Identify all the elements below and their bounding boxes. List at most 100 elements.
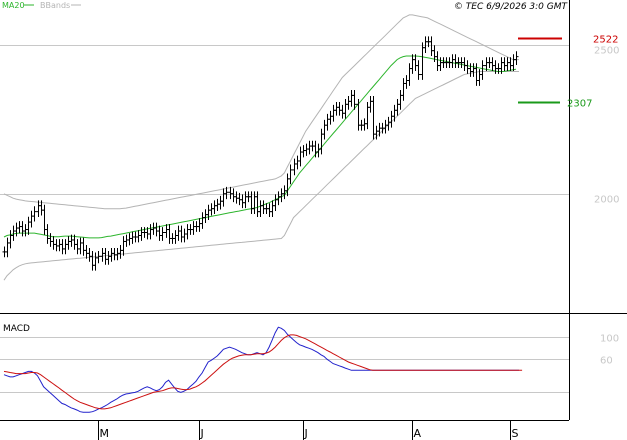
ohlc-bar — [191, 221, 196, 235]
ohlc-bar — [343, 98, 348, 119]
ohlc-bar — [66, 236, 71, 250]
ohlc-bar — [100, 248, 105, 262]
ohlc-bar — [218, 195, 223, 210]
ohlc-bar — [279, 188, 284, 203]
ohlc-bar — [60, 239, 65, 255]
ohlc-bar — [96, 250, 101, 264]
price-y-axis: 2000 2500 — [594, 46, 619, 206]
ohlc-bar — [106, 250, 111, 265]
ohlc-bar — [151, 222, 156, 235]
ohlc-bar — [450, 54, 455, 68]
ohlc-bar — [182, 228, 187, 243]
ohlc-bar — [29, 210, 34, 228]
ohlc-bar — [514, 51, 519, 65]
ohlc-bar — [42, 204, 47, 235]
bb-upper-path — [3, 14, 519, 210]
ohlc-bar — [173, 230, 178, 244]
ohlc-bar — [32, 206, 37, 222]
bollinger-lower-line — [3, 71, 519, 281]
x-tick-label: S — [512, 427, 519, 440]
ohlc-bar — [78, 237, 83, 255]
ohlc-bar — [429, 36, 434, 57]
ohlc-bar — [352, 90, 357, 110]
ohlc-bar — [316, 143, 321, 158]
ohlc-bar — [93, 252, 98, 271]
signal-path — [3, 334, 523, 410]
ohlc-bar — [362, 118, 367, 131]
ohlc-bar — [371, 95, 376, 140]
copyright-label: © TEC 6/9/2026 3:0 GMT — [454, 2, 569, 12]
ohlc-bar — [389, 110, 394, 128]
ohlc-bar — [435, 51, 440, 71]
ohlc-bar — [407, 63, 412, 86]
macd-title: MACD — [3, 324, 30, 334]
ohlc-bar — [179, 225, 184, 243]
x-tick-label: M — [100, 427, 110, 440]
ohlc-bar — [164, 224, 169, 238]
ohlc-bar — [413, 54, 418, 71]
ohlc-bar — [63, 239, 68, 255]
ohlc-bar — [23, 224, 28, 237]
ohlc-bar — [313, 140, 318, 158]
ohlc-bar — [438, 57, 443, 71]
legend-bbands: BBands — [40, 1, 70, 10]
ohlc-bar — [465, 60, 470, 74]
ohlc-bar — [8, 230, 13, 249]
ohlc-bar — [325, 113, 330, 131]
ohlc-bar — [87, 248, 92, 262]
macd-path — [3, 326, 519, 413]
ohlc-bar — [221, 188, 226, 207]
ohlc-bar — [240, 194, 245, 209]
ohlc-bar — [340, 104, 345, 119]
ohlc-bar — [176, 225, 181, 241]
ohlc-bar — [81, 237, 86, 256]
ohlc-bar — [319, 128, 324, 155]
ohlc-bar — [200, 212, 205, 229]
ohlc-bar — [502, 57, 507, 71]
ohlc-bar — [404, 75, 409, 89]
y-tick-label: 2500 — [594, 46, 619, 57]
ohlc-bar — [255, 191, 260, 218]
ohlc-bar — [288, 164, 293, 185]
ohlc-bar — [258, 200, 263, 218]
ohlc-bar — [423, 36, 428, 54]
ohlc-bar — [5, 237, 10, 258]
ohlc-bars — [2, 36, 519, 271]
ohlc-bar — [292, 158, 297, 176]
ohlc-bar — [328, 110, 333, 125]
level-lines: 2522 2307 — [518, 35, 618, 110]
ohlc-bar — [453, 54, 458, 68]
ohlc-bar — [416, 60, 421, 80]
x-tick-label: J — [200, 427, 204, 440]
ohlc-bar — [118, 245, 123, 259]
ohlc-bar — [90, 250, 95, 271]
ohlc-bar — [130, 231, 135, 244]
ohlc-bar — [203, 209, 208, 223]
ohlc-bar — [54, 239, 59, 252]
ohlc-bar — [231, 188, 236, 203]
ohlc-bar — [17, 221, 22, 234]
ohlc-bar — [401, 78, 406, 101]
y-tick-label: 2000 — [594, 195, 619, 206]
ohlc-bar — [148, 224, 153, 240]
ohlc-bar — [209, 203, 214, 216]
ohlc-bar — [395, 98, 400, 116]
ohlc-bar — [103, 248, 108, 265]
legend-ma20: MA20 — [2, 1, 25, 10]
macd-lines — [3, 326, 523, 413]
ohlc-bar — [365, 101, 370, 130]
macd-y-axis: 60 100 — [600, 334, 619, 367]
ohlc-bar — [51, 236, 56, 250]
ohlc-bar — [185, 224, 190, 240]
ohlc-bar — [75, 239, 80, 255]
ohlc-bar — [334, 101, 339, 116]
ohlc-bar — [471, 63, 476, 77]
ohlc-bar — [57, 239, 62, 252]
x-tick-label: J — [304, 427, 308, 440]
ohlc-bar — [136, 230, 141, 243]
ohlc-bar — [368, 95, 373, 113]
ohlc-bar — [127, 233, 132, 246]
ohlc-bar — [228, 186, 233, 200]
ohlc-bar — [462, 57, 467, 71]
